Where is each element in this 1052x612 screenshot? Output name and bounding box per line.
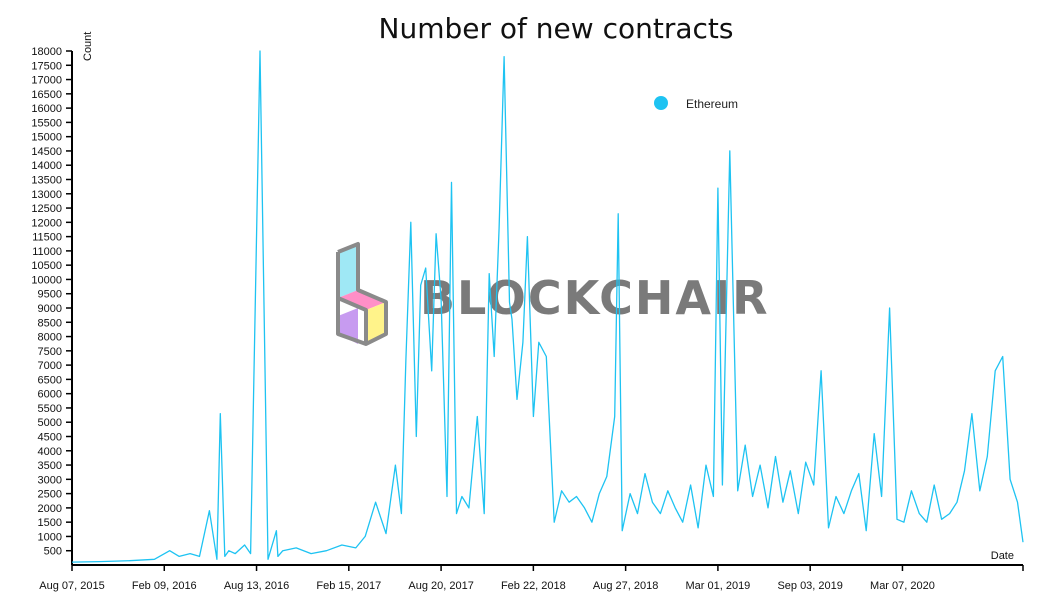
y-tick-label: 4000	[38, 446, 62, 458]
x-tick-label: Sep 03, 2019	[777, 580, 842, 592]
y-tick-label: 9500	[38, 289, 62, 301]
x-tick-label: Aug 07, 2015	[39, 580, 104, 592]
y-tick-label: 5000	[38, 417, 62, 429]
y-tick-label: 7000	[38, 360, 62, 372]
blockchair-watermark: BLOCKCHAIR	[336, 242, 770, 346]
y-axis-label: Count	[82, 32, 94, 61]
series-line-ethereum	[71, 50, 1024, 563]
y-tick-label: 10000	[31, 274, 62, 286]
x-tick-label: Aug 27, 2018	[593, 580, 658, 592]
y-tick-label: 8500	[38, 317, 62, 329]
x-tick-label: Aug 13, 2016	[224, 580, 289, 592]
legend-label-ethereum: Ethereum	[686, 97, 738, 111]
blockchair-logo-icon	[336, 242, 388, 346]
y-tick-label: 7500	[38, 346, 62, 358]
y-tick-label: 2500	[38, 489, 62, 501]
legend-marker-ethereum	[654, 96, 668, 110]
y-tick-label: 500	[44, 546, 62, 558]
y-tick-label: 1500	[38, 517, 62, 529]
y-tick-label: 3500	[38, 460, 62, 472]
x-tick-label: Feb 15, 2017	[316, 580, 381, 592]
series-layer	[71, 50, 1024, 563]
y-tick-label: 17000	[31, 75, 62, 87]
x-tick-label: Feb 09, 2016	[132, 580, 197, 592]
chart-title: Number of new contracts	[378, 12, 734, 45]
y-tick-label: 8000	[38, 332, 62, 344]
y-tick-label: 13000	[31, 189, 62, 201]
y-tick-label: 12000	[31, 217, 62, 229]
y-tick-label: 12500	[31, 203, 62, 215]
y-tick-label: 14000	[31, 160, 62, 172]
y-tick-label: 3000	[38, 474, 62, 486]
y-tick-label: 5500	[38, 403, 62, 415]
y-tick-label: 17500	[31, 60, 62, 72]
y-tick-label: 11500	[32, 232, 62, 244]
y-tick-label: 2000	[38, 503, 62, 515]
x-tick-label: Mar 01, 2019	[685, 580, 750, 592]
y-tick-label: 1000	[38, 531, 62, 543]
y-tick-label: 15000	[31, 132, 62, 144]
y-tick-label: 10500	[31, 260, 62, 272]
x-tick-label: Aug 20, 2017	[408, 580, 473, 592]
x-axis-label: Date	[991, 550, 1014, 562]
y-tick-label: 16500	[31, 89, 62, 101]
y-tick-label: 18000	[31, 46, 62, 58]
axes: 500 1000 1500 2000 2500 3000 3500 4000 4500 5000 5…	[31, 32, 1024, 592]
y-tick-label: 15500	[31, 117, 62, 129]
y-tick-label: 13500	[31, 175, 62, 187]
y-tick-label: 6000	[38, 389, 62, 401]
x-tick-label: Feb 22, 2018	[501, 580, 566, 592]
y-tick-label: 14500	[31, 146, 62, 158]
y-tick-label: 6500	[38, 374, 62, 386]
y-tick-label: 9000	[38, 303, 62, 315]
legend: Ethereum	[654, 96, 738, 111]
x-tick-label: Mar 07, 2020	[870, 580, 935, 592]
y-tick-label: 4500	[38, 432, 62, 444]
y-tick-label: 11000	[32, 246, 62, 258]
y-tick-label: 16000	[31, 103, 62, 115]
watermark-text: BLOCKCHAIR	[420, 271, 770, 325]
